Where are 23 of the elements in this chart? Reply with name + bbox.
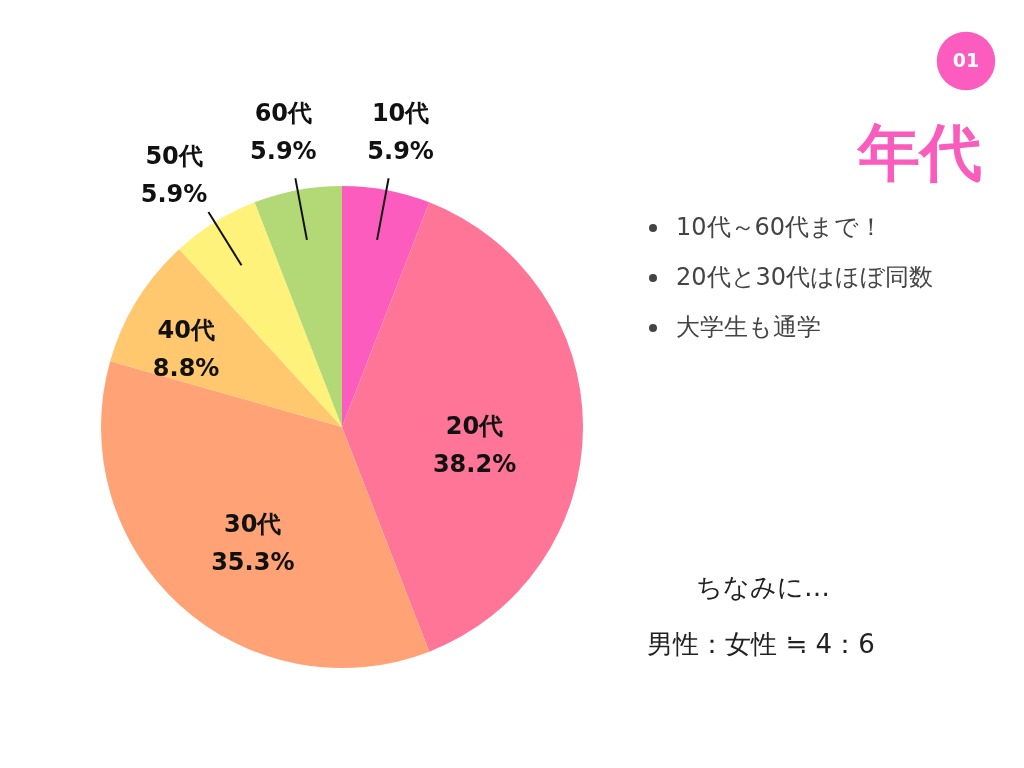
text: 年代	[856, 116, 982, 189]
text: 01	[952, 49, 980, 71]
slice-label: 50代	[145, 141, 203, 170]
data-label: 5.9%	[367, 137, 434, 166]
text: 10代～60代まで！	[676, 213, 884, 241]
text: 20代と30代はほぼ同数	[676, 263, 934, 291]
slice-label: 20代	[445, 412, 504, 440]
data-label: 5.9%	[250, 137, 317, 166]
data-label: 5.9%	[140, 179, 208, 208]
text: ちなみに…	[696, 572, 830, 602]
pie-slice	[342, 202, 583, 652]
pie-slice	[254, 186, 342, 427]
pie-slice	[342, 186, 430, 427]
pie-slice	[110, 249, 342, 427]
slice-label: 10代	[371, 99, 430, 128]
data-label: 35.3%	[211, 548, 295, 577]
data-label: 8.8%	[152, 353, 220, 382]
text: 男性：女性 ≒ 4：6	[647, 629, 875, 659]
slice-label: 60代	[254, 99, 313, 128]
text: 大学生も通学	[676, 313, 821, 341]
slice-label: 40代	[157, 315, 215, 344]
data-label: 38.2%	[432, 450, 517, 478]
slice-label: 30代	[224, 510, 282, 539]
